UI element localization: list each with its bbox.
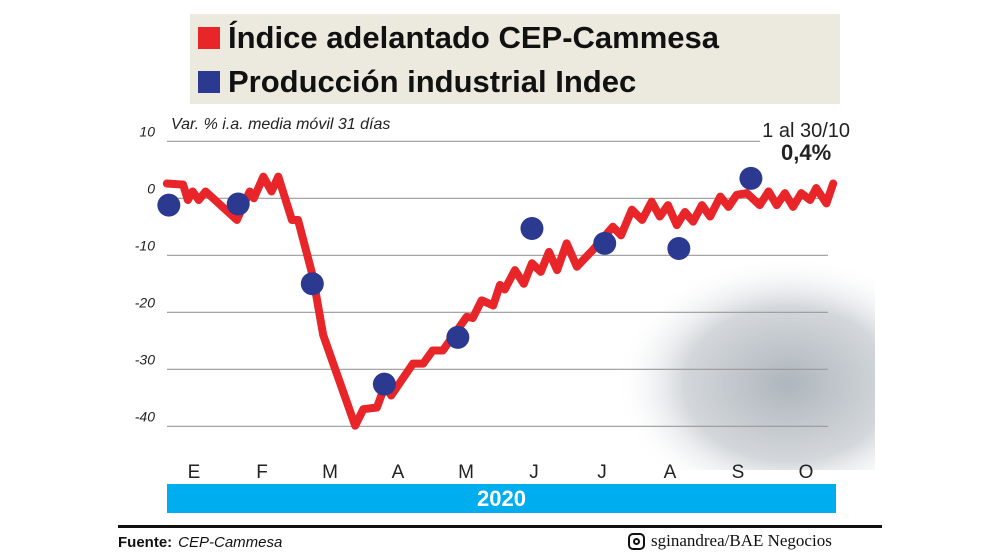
- data-point-indec: [520, 217, 544, 241]
- footer-divider: [118, 525, 882, 528]
- credit: sginandrea/BAE Negocios: [628, 531, 832, 551]
- data-point-indec: [300, 272, 324, 296]
- annotation: 1 al 30/10 0,4%: [762, 120, 850, 165]
- data-point-indec: [446, 325, 470, 349]
- x-tick-label: O: [799, 462, 814, 483]
- source-label: Fuente:: [118, 534, 173, 551]
- legend-swatch-blue: [198, 71, 220, 93]
- x-tick-label: A: [392, 462, 405, 483]
- legend-item-indec: Producción industrial Indec: [198, 64, 636, 100]
- data-point-indec: [739, 166, 763, 190]
- series-line-cep: [162, 172, 838, 430]
- y-tick-label: 10: [139, 123, 155, 139]
- data-point-indec: [226, 192, 250, 216]
- source: Fuente: CEP-Cammesa: [118, 534, 282, 551]
- y-tick-label: -30: [135, 351, 155, 367]
- x-tick-label: S: [732, 462, 745, 483]
- y-axis-label: Var. % i.a. media móvil 31 días: [171, 116, 391, 133]
- x-tick-label: J: [597, 462, 607, 483]
- legend-item-cep: Índice adelantado CEP-Cammesa: [198, 20, 719, 56]
- source-name: CEP-Cammesa: [178, 534, 283, 551]
- x-tick-label: E: [188, 462, 201, 483]
- background-photo: [585, 255, 875, 470]
- credit-text: sginandrea/BAE Negocios: [651, 531, 832, 550]
- x-tick-label: A: [664, 462, 677, 483]
- x-tick-label: M: [322, 462, 338, 483]
- x-tick-label: F: [256, 462, 268, 483]
- y-tick-label: 0: [147, 180, 155, 196]
- data-point-indec: [593, 231, 617, 255]
- data-point-indec: [157, 193, 181, 217]
- data-point-indec: [372, 372, 396, 396]
- y-tick-label: -20: [135, 294, 155, 310]
- instagram-icon: [628, 532, 645, 550]
- legend-label: Índice adelantado CEP-Cammesa: [228, 20, 719, 55]
- data-point-indec: [667, 236, 691, 260]
- annotation-period: 1 al 30/10: [762, 120, 850, 142]
- legend-label: Producción industrial Indec: [228, 64, 637, 99]
- year-band: 2020: [167, 484, 836, 513]
- y-tick-label: -10: [135, 237, 155, 253]
- y-tick-label: -40: [135, 408, 155, 424]
- legend: Índice adelantado CEP-Cammesa Producción…: [190, 14, 840, 104]
- x-tick-label: J: [529, 462, 539, 483]
- legend-swatch-red: [198, 27, 220, 49]
- annotation-value: 0,4%: [780, 140, 832, 165]
- x-tick-label: M: [458, 462, 474, 483]
